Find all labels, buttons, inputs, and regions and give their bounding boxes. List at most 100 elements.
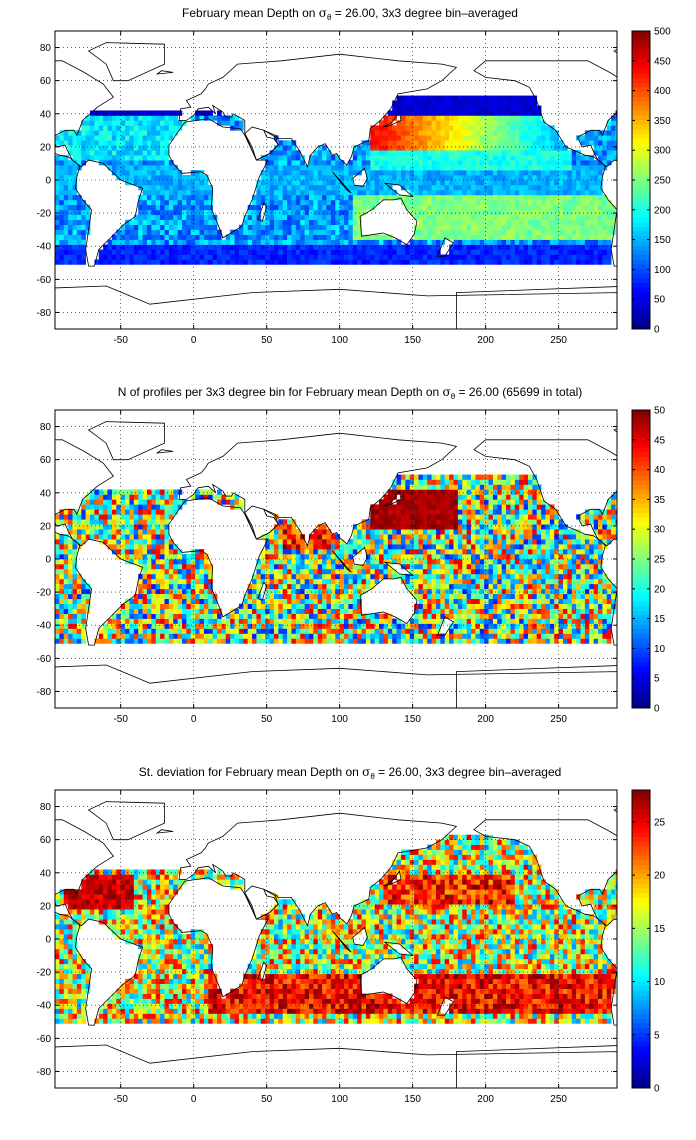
heat-cell [444,125,450,131]
heat-cell [422,100,428,106]
heat-cell [453,194,459,201]
heat-cell [589,578,594,585]
heat-cell [497,145,502,151]
heat-cell [287,165,292,171]
heat-cell [111,618,117,624]
heat-cell [497,259,502,265]
heat-cell [457,130,463,136]
heat-cell [273,209,279,216]
heat-cell [431,249,437,255]
heat-cell [164,125,170,131]
heat-cell [256,180,262,186]
heat-cell [173,194,178,201]
heat-cell [497,140,502,146]
heat-cell [107,633,113,639]
heat-cell [453,234,459,240]
heat-cell [422,135,428,141]
heat-cell [313,588,319,595]
heat-cell [541,573,546,580]
heat-cell [357,608,362,614]
heat-cell [549,209,555,216]
heat-cell [466,194,472,201]
heat-cell [506,249,511,255]
heat-cell [142,593,148,600]
heat-cell [282,628,288,634]
heat-cell [133,135,139,141]
heat-cell [584,593,590,600]
heat-cell [466,259,472,265]
heat-cell [536,194,542,201]
heat-cell [151,184,157,191]
heat-cell [558,623,564,629]
heat-cell [339,593,345,600]
heat-cell [322,214,327,221]
heat-cell [195,603,200,609]
heat-cell [59,184,65,191]
heat-cell [313,150,319,156]
heat-cell [269,165,275,171]
heat-cell [72,140,78,146]
heat-cell [365,239,371,245]
heat-cell [457,135,463,141]
heat-cell [322,234,327,240]
heat-cell [81,638,86,644]
heat-cell [584,628,590,634]
heat-cell [519,568,524,575]
heat-cell [76,229,82,235]
heat-cell [479,234,485,240]
heat-cell [103,244,108,250]
heat-cell [562,209,568,216]
heat-cell [173,588,178,595]
heat-cell [567,170,573,176]
heat-cell [243,244,248,250]
heat-cell [330,234,336,240]
heat-cell [208,638,213,644]
colorbar-tick-label: 200 [654,205,671,216]
heat-cell [230,244,235,250]
heat-cell [335,214,340,221]
heat-cell [199,588,205,595]
heat-cell [374,184,380,191]
heat-cell [488,115,494,121]
heat-cell [409,204,415,211]
heat-cell [107,125,113,131]
heat-cell [435,633,441,639]
heat-cell [414,588,419,595]
heat-cell [457,214,463,221]
heat-cell [287,234,292,240]
heat-cell [435,638,441,644]
heat-cell [506,165,511,171]
heat-cell [68,199,73,206]
heat-cell [427,638,432,644]
heat-cell [545,593,551,600]
heat-cell [138,583,143,590]
heat-cell [177,608,183,614]
heat-cell [479,135,485,141]
heat-cell [203,234,209,240]
heat-cell [317,593,323,600]
colorbar-step [632,193,650,200]
heat-cell [549,175,555,181]
heat-cell [177,563,183,570]
heat-cell [173,120,178,126]
heat-cell [523,603,529,609]
heat-cell [554,170,559,176]
heat-cell [182,194,187,201]
heat-cell [488,150,494,156]
heat-cell [146,189,152,196]
heat-cell [374,155,380,161]
heat-cell [484,95,489,101]
heat-cell [435,593,441,600]
heat-cell [435,125,441,131]
heat-cell [111,155,117,161]
heat-cell [238,239,244,245]
heat-cell [383,175,389,181]
heat-cell [348,165,354,171]
heat-cell [418,145,424,151]
heat-cell [243,613,248,619]
heat-cell [576,155,581,161]
heat-cell [545,184,551,191]
heat-cell [554,608,559,614]
heat-cell [414,593,419,600]
heat-cell [370,180,375,186]
